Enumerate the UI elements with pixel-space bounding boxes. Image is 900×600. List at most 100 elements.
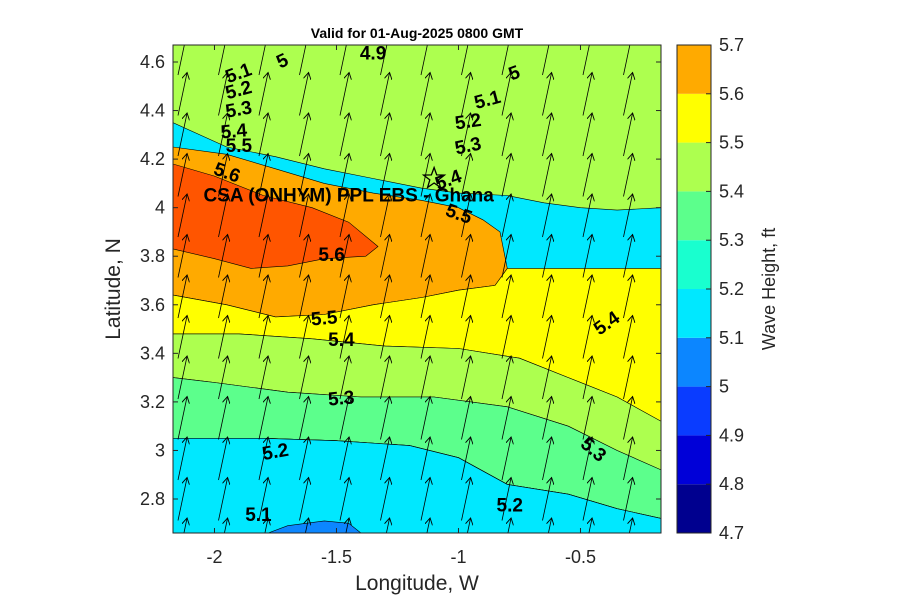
wind-vector [339,235,349,278]
wind-vector [420,275,430,319]
wind-vector [380,316,390,359]
colorbar-segment [677,240,711,289]
y-tick-label: 4 [155,198,165,218]
wind-vector [664,437,673,480]
wind-vector [542,437,552,481]
contour-label: 4.9 [360,44,386,65]
wind-vector [582,154,592,197]
wind-vector [502,518,511,533]
wind-vector [339,316,349,359]
wind-vector [380,154,390,197]
y-tick-label: 4.4 [140,101,165,121]
contour-label: 5.5 [226,136,253,157]
wind-vector [461,356,471,400]
x-tick-label: -2 [206,547,222,567]
colorbar-segment [677,93,711,143]
wind-vector [258,397,268,440]
wind-vector [218,235,228,278]
y-tick-label: 4.2 [140,149,165,169]
wind-vector [177,235,187,278]
y-tick-label: 3.6 [140,295,165,315]
colorbar-tick-label: 5 [719,377,729,397]
wind-vector [339,45,347,76]
wind-vector [542,356,552,400]
colorbar-segment [677,191,711,241]
wind-vector [461,437,471,481]
wind-vector [380,45,388,76]
wind-vector [501,154,511,197]
wind-vector [177,113,187,157]
wind-vector [339,73,349,116]
wind-vector [542,316,552,359]
wind-vector [258,194,268,238]
colorbar-label: Wave Height, ft [759,228,779,350]
wind-vector [420,113,430,157]
colorbar: 4.7 4.8 4.9 5 5.1 5.2 5.3 5.4 5.5 5.6 5.7 [676,35,744,543]
site-marker-group: CSA (ONHYM) PPL EBS - Ghana [204,165,494,207]
y-axis-ticks: 2.8 3 3.2 3.4 3.6 3.8 4 4.2 4.4 4.6 [140,52,661,509]
wind-vector [420,397,430,440]
wind-vector [380,397,390,440]
wind-vector [582,316,592,359]
wind-vector [339,437,349,481]
wind-vector [178,518,187,533]
plot-area [173,32,673,533]
contour-label: 5.4 [328,330,355,351]
wind-vector [299,356,309,400]
wind-vector [623,437,633,481]
wind-vector [339,275,349,319]
wind-vector [664,356,673,399]
wind-vector [380,73,390,116]
wind-vector [420,356,430,400]
wind-vector [299,275,309,319]
y-tick-label: 3.8 [140,246,165,266]
colorbar-tick-label: 5.4 [719,181,744,201]
x-tick-label: -1.5 [321,547,352,567]
wind-vector [623,316,633,359]
wind-vector [501,194,511,238]
wind-vector [461,316,471,359]
wind-vector [461,194,471,238]
wind-vector [664,194,673,237]
wind-vector [339,154,349,197]
wind-vector [582,275,592,319]
wind-vector [299,73,309,116]
wind-vector [461,45,469,76]
wind-vector [299,235,309,278]
wind-vector [583,518,592,533]
contour-label: 5.4 [220,120,249,143]
wind-vector [623,73,633,116]
colorbar-tick-label: 4.9 [719,425,744,445]
wind-vector [218,154,228,197]
wind-vector [299,154,309,197]
wind-vector [177,73,187,116]
wind-vector [582,45,590,76]
wind-vector [258,437,268,481]
colorbar-tick-label: 5.6 [719,84,744,104]
wind-vector [340,518,349,533]
y-tick-label: 3 [155,440,165,460]
wind-vector [462,518,471,533]
wind-vector [501,73,511,116]
wind-vector [461,73,471,116]
wind-vector [259,518,268,533]
wind-vector [218,275,228,319]
wind-vector [461,275,471,319]
wind-vector [501,45,509,76]
wind-vector [501,397,511,440]
y-tick-label: 2.8 [140,489,165,509]
wind-vector [664,478,673,521]
wind-vector [258,154,268,197]
wind-vector [623,397,633,440]
colorbar-tick-label: 5.1 [719,328,744,348]
colorbar-tick-label: 5.3 [719,230,744,250]
wind-vector [380,478,390,521]
contour-label: 5.3 [327,387,355,410]
wind-vector [339,113,349,157]
wind-vector [542,194,552,238]
wind-vector [218,437,228,481]
y-axis-label: Latitude, N [102,238,125,340]
wind-vector [664,32,673,75]
colorbar-tick-label: 5.5 [719,133,744,153]
wind-vector [339,397,349,440]
